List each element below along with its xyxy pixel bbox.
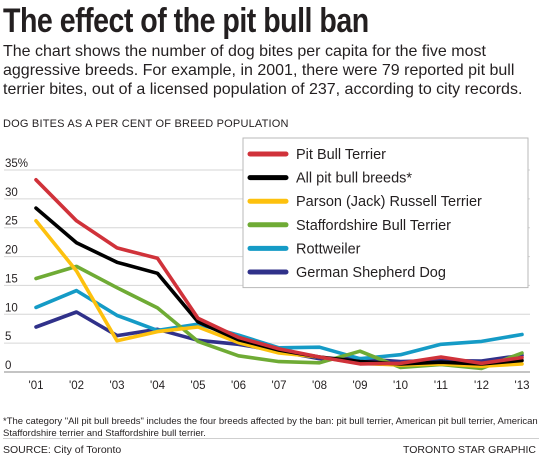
legend-label: Staffordshire Bull Terrier [296, 218, 451, 234]
x-tick-label: '02 [69, 380, 84, 392]
x-tick-label: '13 [515, 380, 530, 392]
x-tick-labels: '01 '02 '03 '04 '05 '06 '07 '08 '09 '10 '11 '12 '13 [29, 380, 530, 392]
x-tick-label: '10 [393, 380, 408, 392]
series-lines [34, 178, 524, 371]
x-tick-label: '03 [110, 380, 125, 392]
y-tick-label: 10 [5, 302, 18, 314]
legend-box [242, 137, 529, 289]
y-tick-label: 35% [5, 158, 28, 170]
y-tick-label: 25 [5, 216, 18, 228]
intro-text: The chart shows the number of dog bites … [3, 43, 523, 98]
series-line-pit-bull-terrier [34, 178, 524, 366]
y-tick-label: 0 [5, 360, 11, 372]
x-tick-label: '12 [474, 380, 489, 392]
legend-label: Pit Bull Terrier [296, 147, 386, 163]
y-tick-label: 30 [5, 187, 18, 199]
x-tick-label: '08 [312, 380, 327, 392]
x-tick-label: '07 [272, 380, 287, 392]
chart-title: The effect of the pit bull ban [3, 2, 369, 40]
y-tick-labels: 0 5 10 15 20 25 30 35% [5, 158, 28, 372]
y-tick-label: 5 [5, 331, 11, 343]
x-tick-label: '11 [434, 380, 448, 392]
legend-label: German Shepherd Dog [296, 265, 446, 281]
x-tick-label: '05 [191, 380, 206, 392]
x-tick-label: '06 [231, 380, 246, 392]
y-tick-label: 20 [5, 245, 18, 257]
x-tick-label: '09 [353, 380, 368, 392]
legend-label: All pit bull breeds* [296, 171, 412, 187]
line-chart: 0 5 10 15 20 25 30 35% '01 '02 '03 '04 '05 '06 '07 '08… [4, 137, 530, 392]
legend-label: Rottweiler [296, 241, 361, 257]
legend: Pit Bull Terrier All pit bull breeds* Pars… [242, 137, 529, 289]
footnote: *The category "All pit bull breeds" incl… [3, 416, 538, 439]
source-text: SOURCE: City of Toronto [3, 444, 122, 456]
footer-divider [3, 438, 539, 439]
legend-label: Parson (Jack) Russell Terrier [296, 194, 482, 210]
x-tick-label: '01 [29, 380, 44, 392]
x-tick-label: '04 [150, 380, 166, 392]
y-tick-label: 15 [5, 273, 18, 285]
y-axis-label: DOG BITES AS A PER CENT OF BREED POPULAT… [3, 118, 289, 130]
credit-text: TORONTO STAR GRAPHIC [402, 444, 536, 456]
